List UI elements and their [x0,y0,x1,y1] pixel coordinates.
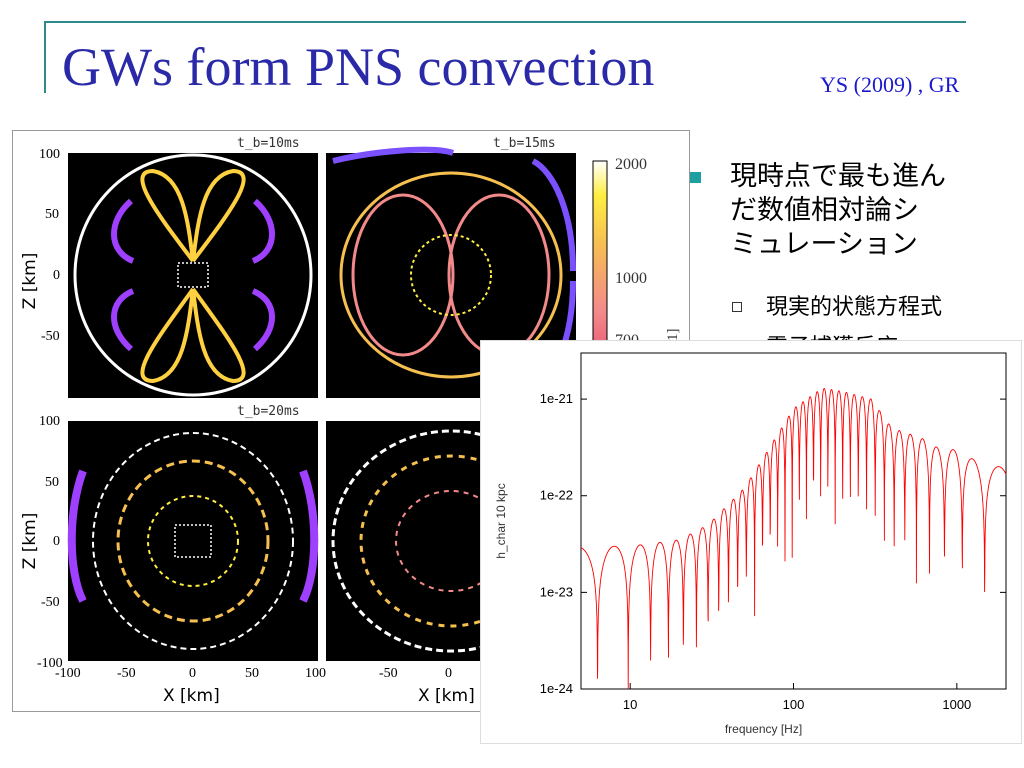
y-tick-label: 1e-24 [540,681,573,696]
y-tick: 100 [39,414,60,429]
y-tick: 0 [53,534,60,549]
panel-time-label-3: t_b=20ms [237,404,300,419]
colorbar-tick-2000: 2000 [615,156,647,173]
panel-time-label-2: t_b=15ms [493,136,556,151]
gw-spectrum-chart: 1e-21 1e-22 1e-23 1e-24 10 100 1000 frequency [… [480,340,1022,744]
x-tick: -100 [55,666,81,681]
y-axis-label: h_char 10 kpc [494,483,508,558]
reference-citation: YS (2009) , GR [820,72,960,97]
panel-10ms [68,153,318,398]
x-tick-label: 1000 [942,697,971,712]
x-tick: -50 [117,666,136,681]
x-axis-label: frequency [Hz] [725,722,802,736]
y-tick: 50 [45,475,59,490]
y-axis-label-bottom: Z [km] [20,513,40,570]
y-tick: -100 [37,656,63,671]
title-rule-vertical [44,21,46,93]
x-tick: 0 [189,666,196,681]
y-tick-label: 1e-22 [540,488,573,503]
x-tick: 0 [445,666,452,681]
colorbar-unit-label: 1] [665,329,681,342]
y-tick: -50 [41,595,60,610]
x-tick-label: 10 [623,697,637,712]
sub-bullet-icon [732,302,742,312]
y-tick: 100 [39,147,60,162]
bullet-line: ミュレーション [730,229,918,260]
panel-time-label-1: t_b=10ms [237,136,300,151]
title-rule-horizontal [44,21,966,23]
panel-15ms [326,146,576,398]
colorbar-tick-1000: 1000 [615,270,647,287]
bullet-text: 現時点で最も進ん だ数値相対論シ ミュレーション [730,160,946,262]
spectrum-series-line [580,387,1007,690]
panel-20ms [67,421,319,661]
y-tick: -50 [41,329,60,344]
x-axis-label-left: X [km] [163,686,220,706]
spectrum-svg: 1e-21 1e-22 1e-23 1e-24 10 100 1000 frequency [… [494,352,1007,736]
bullet-square-icon [690,172,701,183]
y-tick-label: 1e-21 [540,391,573,406]
y-tick: 50 [45,207,59,222]
sub-bullet-text: 現実的状態方程式 [766,295,943,320]
y-tick: 0 [53,268,60,283]
y-tick-label: 1e-23 [540,584,573,599]
slide-title: GWs form PNS convection [62,37,655,97]
bullet-line: 現時点で最も進ん [730,161,946,192]
bullet-line: だ数値相対論シ [730,195,919,226]
y-axis-label-top: Z [km] [20,253,40,310]
x-tick: 50 [245,666,259,681]
x-axis-label-right: X [km] [418,686,475,706]
x-tick: -50 [379,666,398,681]
x-tick-label: 100 [783,697,805,712]
plot-frame [580,352,1007,690]
x-tick: 100 [305,666,326,681]
